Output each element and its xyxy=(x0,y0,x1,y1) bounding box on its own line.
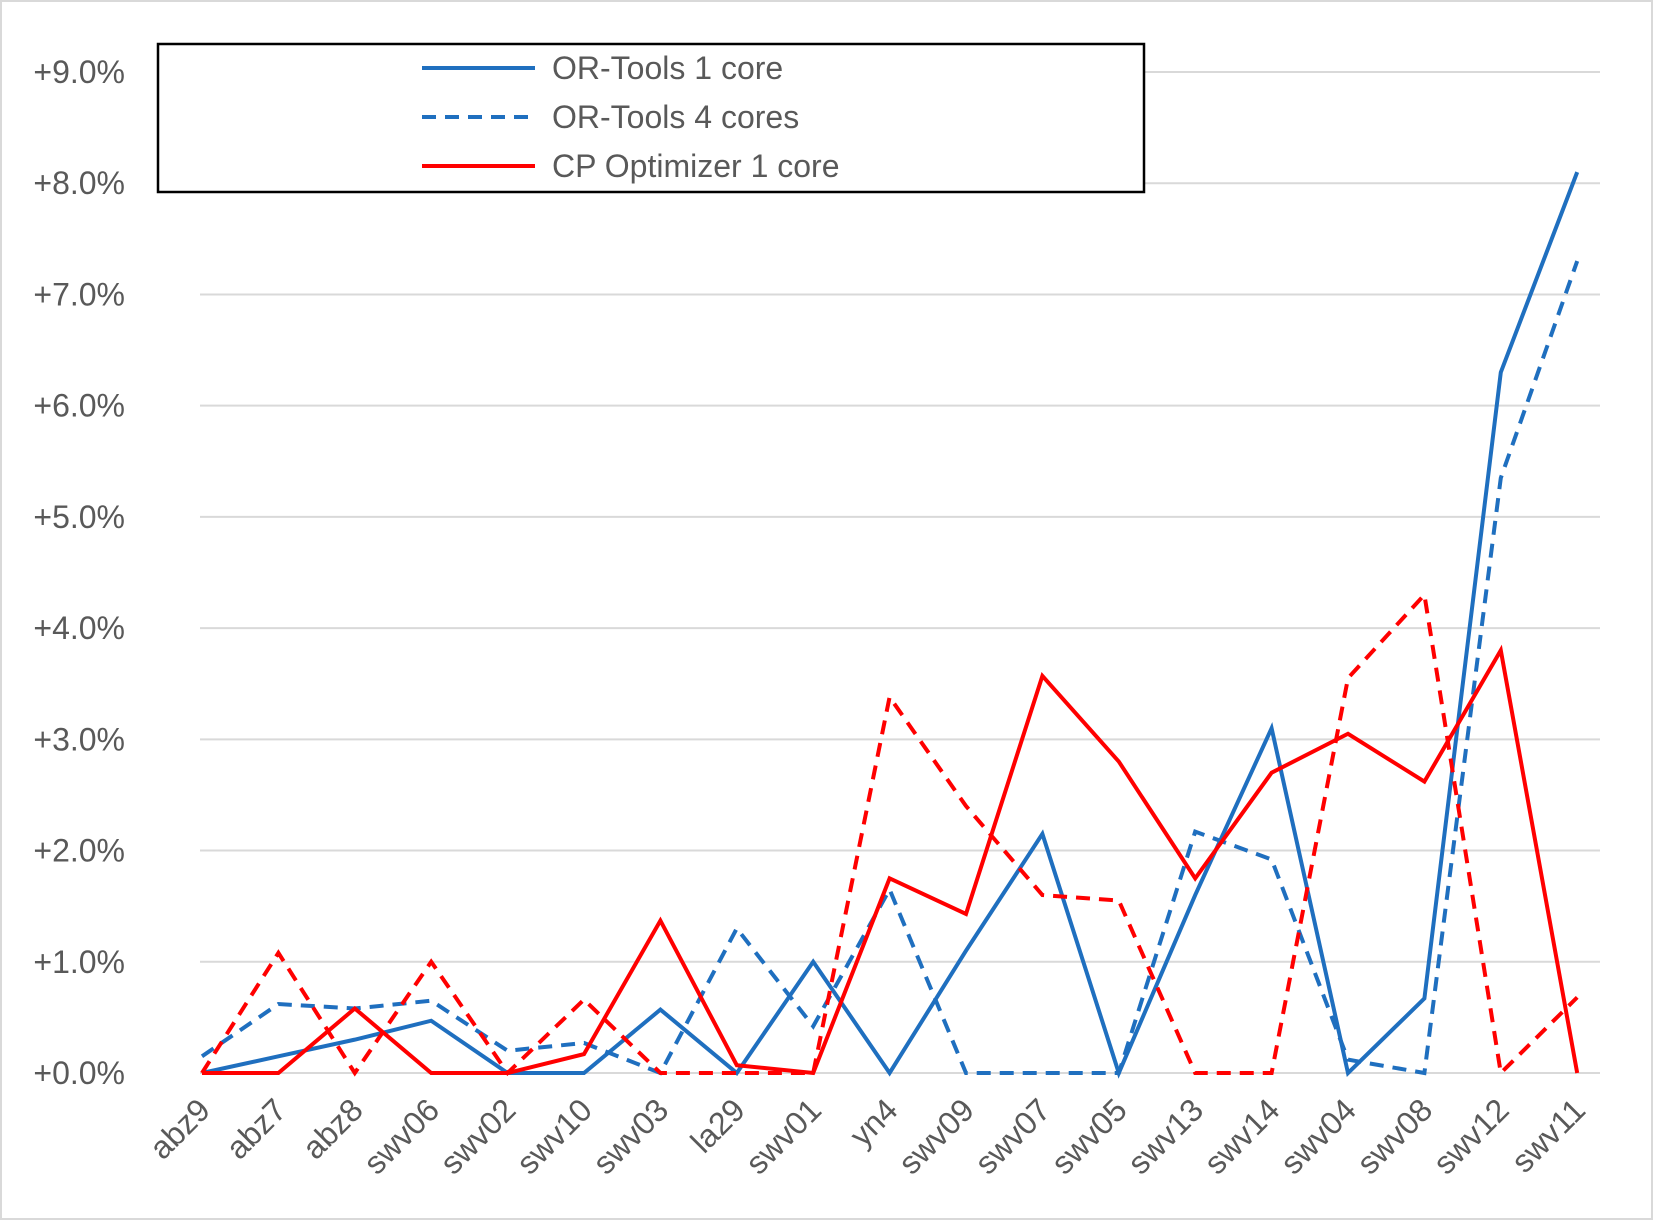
y-tick-label: +3.0% xyxy=(33,721,125,757)
x-tick-label: swv04 xyxy=(1273,1091,1363,1181)
gridlines xyxy=(200,71,1600,1074)
y-tick-label: +0.0% xyxy=(33,1055,125,1091)
x-tick-label: swv12 xyxy=(1426,1091,1516,1181)
y-axis-ticks: +0.0% +1.0% +2.0% +3.0% +4.0% +5.0% +6.0% +7.0%… xyxy=(33,54,125,1091)
x-tick-label: swv01 xyxy=(739,1091,829,1181)
x-tick-label: abz9 xyxy=(142,1091,217,1166)
series-line-3 xyxy=(200,590,1579,1078)
legend: OR-Tools 1 core OR-Tools 4 cores CP Opti… xyxy=(156,42,1146,194)
y-tick-label: +2.0% xyxy=(33,833,125,869)
y-tick-label: +7.0% xyxy=(33,276,125,312)
series-group xyxy=(200,171,1580,1079)
x-tick-label: swv09 xyxy=(891,1091,981,1181)
x-tick-label: swv02 xyxy=(433,1091,523,1181)
x-tick-label: swv10 xyxy=(509,1091,599,1181)
x-tick-label: swv07 xyxy=(968,1091,1058,1181)
y-tick-label: +6.0% xyxy=(33,388,125,424)
series-line-2 xyxy=(202,644,1580,1076)
x-tick-label: swv06 xyxy=(357,1091,447,1181)
series-line-1 xyxy=(200,260,1580,1076)
y-tick-label: +5.0% xyxy=(33,499,125,535)
x-tick-label: swv14 xyxy=(1197,1091,1287,1181)
legend-label-cp-optimizer-1-core: CP Optimizer 1 core xyxy=(552,148,840,184)
x-tick-label: la29 xyxy=(684,1091,752,1159)
x-tick-label: abz7 xyxy=(219,1091,294,1166)
legend-label-or-tools-1-core: OR-Tools 1 core xyxy=(552,50,783,86)
x-tick-label: swv13 xyxy=(1121,1091,1211,1181)
x-tick-label: swv11 xyxy=(1504,1091,1592,1179)
x-tick-label: swv05 xyxy=(1044,1091,1134,1181)
y-tick-label: +4.0% xyxy=(33,610,125,646)
x-tick-label: swv08 xyxy=(1350,1091,1440,1181)
y-tick-label: +8.0% xyxy=(33,165,125,201)
series-line-0 xyxy=(201,171,1580,1079)
legend-label-or-tools-4-cores: OR-Tools 4 cores xyxy=(552,99,799,135)
legend-box xyxy=(156,42,1146,194)
y-tick-label: +9.0% xyxy=(33,54,125,90)
x-tick-label: swv03 xyxy=(586,1091,676,1181)
x-tick-label: yn4 xyxy=(843,1091,905,1153)
y-tick-label: +1.0% xyxy=(33,944,125,980)
